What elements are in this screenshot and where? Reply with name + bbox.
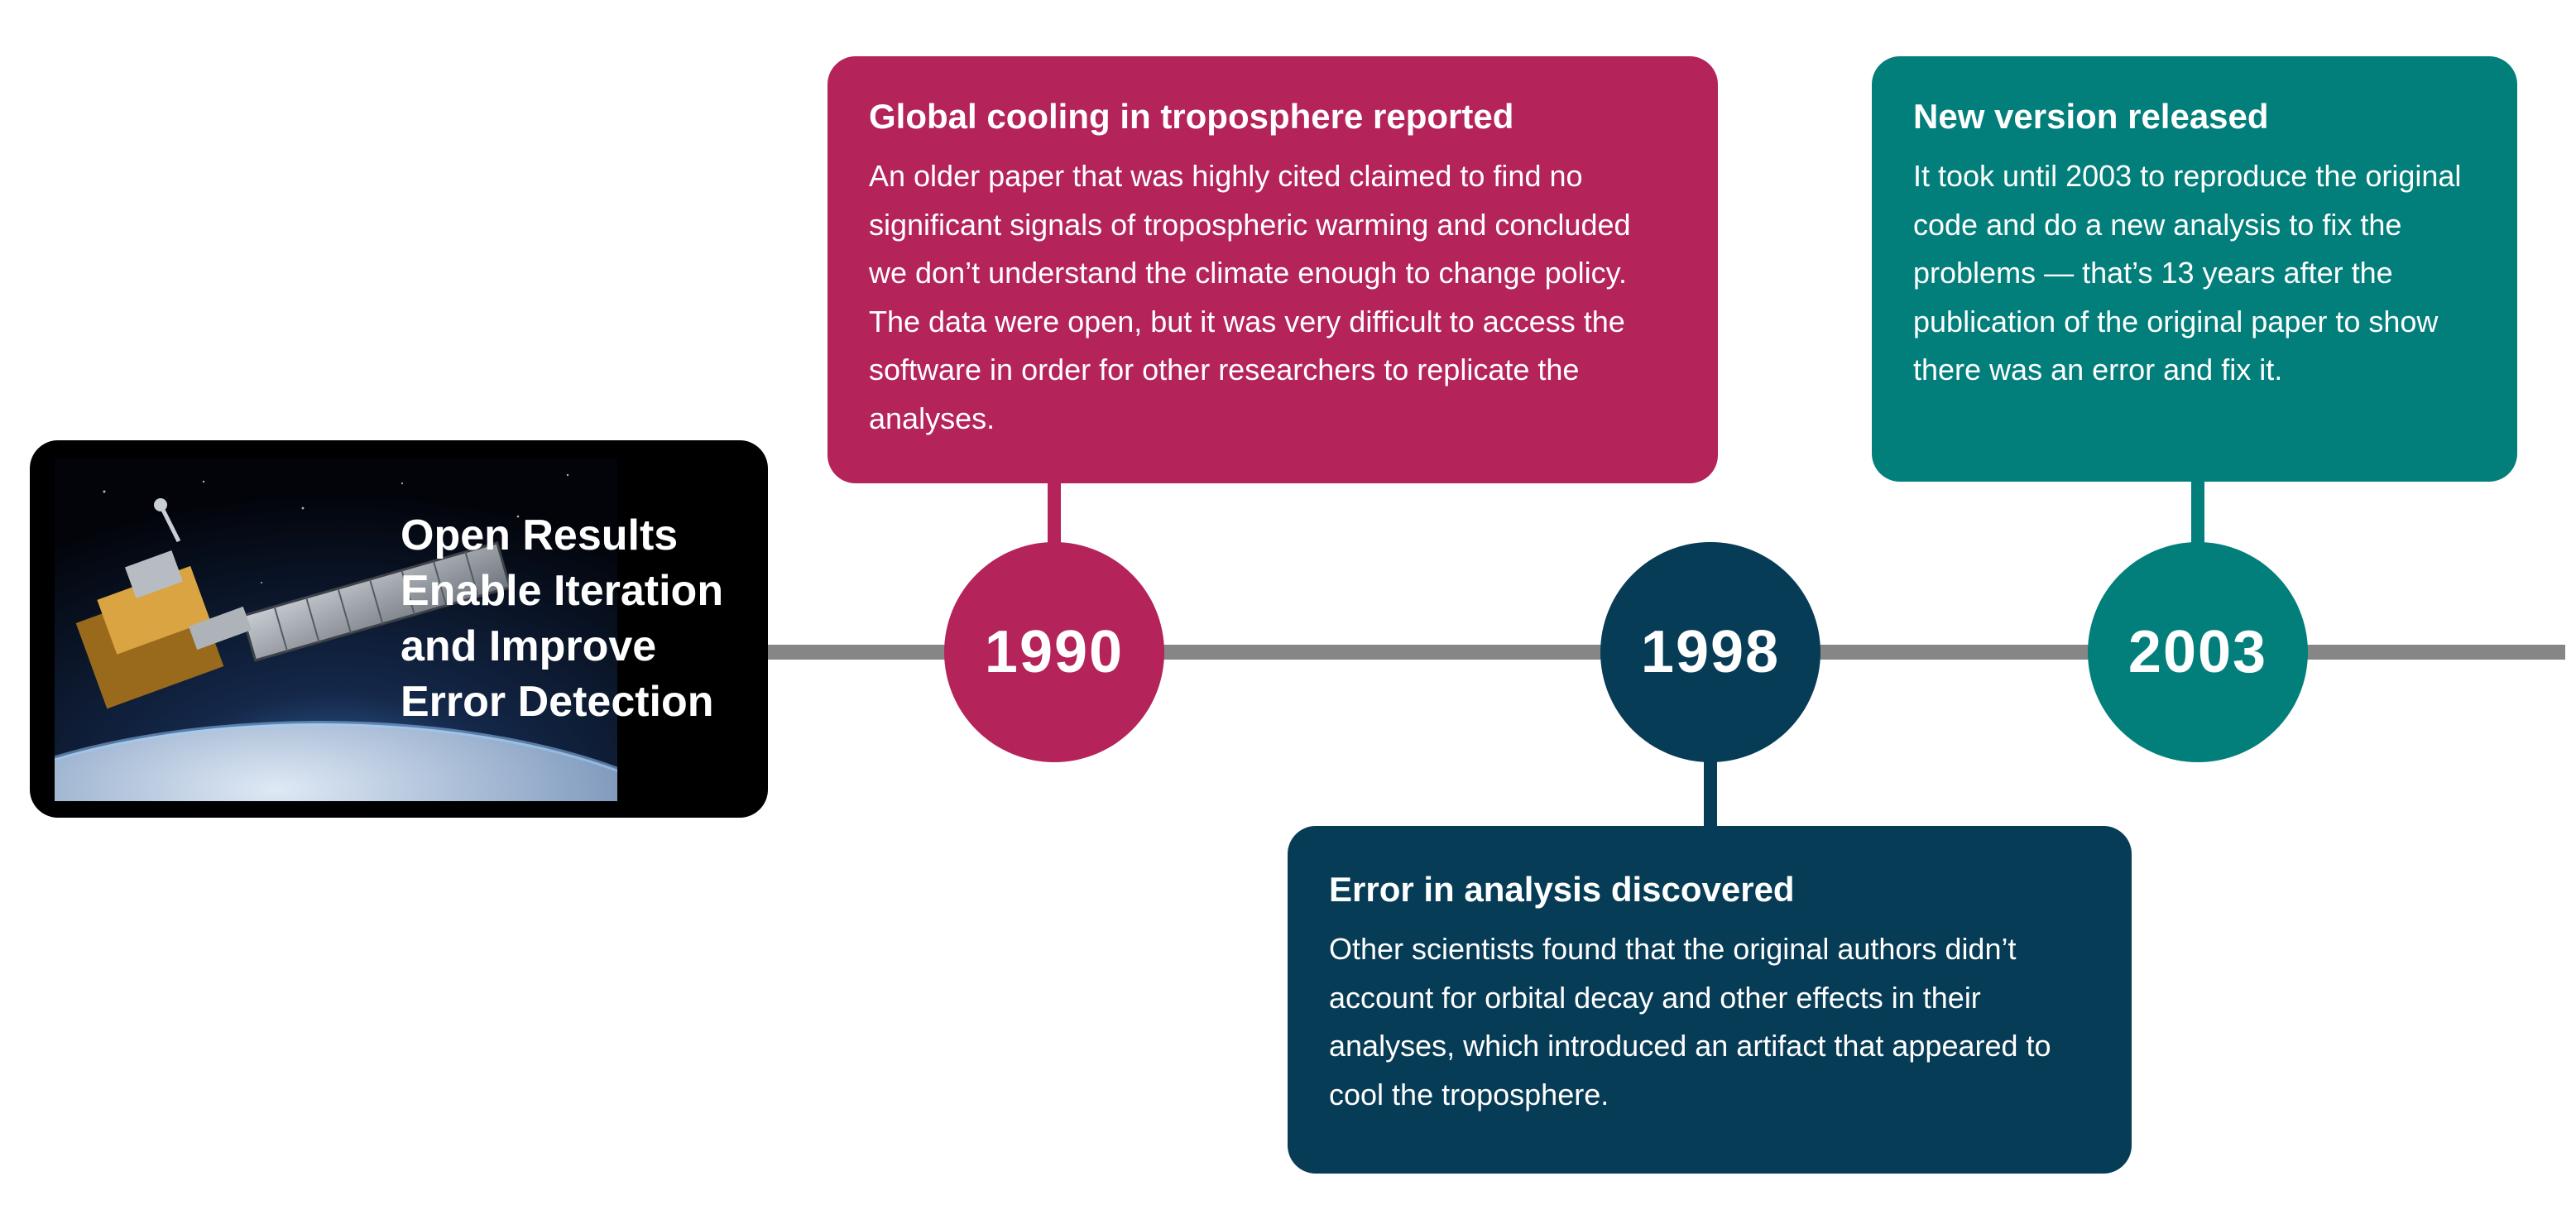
year-label: 1998 bbox=[1640, 619, 1781, 685]
event-connector bbox=[1048, 483, 1061, 550]
event-connector bbox=[2191, 482, 2204, 550]
title-card: Open Results Enable Iteration and Improv… bbox=[30, 440, 768, 818]
year-marker-1998: 1998 bbox=[1600, 542, 1820, 762]
event-heading: Error in analysis discovered bbox=[1329, 870, 1795, 909]
year-label: 1990 bbox=[984, 619, 1125, 685]
event-connector bbox=[1704, 756, 1717, 828]
event-description: An older paper that was highly cited cla… bbox=[869, 159, 1631, 435]
title-line: Enable Iteration bbox=[401, 567, 724, 615]
title-line: and Improve bbox=[401, 622, 657, 670]
title-line: Error Detection bbox=[401, 678, 714, 726]
year-marker-1990: 1990 bbox=[944, 542, 1164, 762]
event-card-2003: New version released It took until 2003 … bbox=[1872, 56, 2517, 482]
satellite-image bbox=[55, 458, 617, 801]
title-heading: Open Results Enable Iteration and Improv… bbox=[401, 508, 765, 730]
title-line: Open Results bbox=[401, 511, 679, 559]
event-description: It took until 2003 to reproduce the orig… bbox=[1913, 159, 2462, 386]
event-card-1998: Error in analysis discovered Other scien… bbox=[1288, 826, 2132, 1174]
year-label: 2003 bbox=[2127, 619, 2268, 685]
event-heading: Global cooling in troposphere reported bbox=[869, 97, 1514, 136]
event-card-1990: Global cooling in troposphere reported A… bbox=[827, 56, 1718, 483]
event-heading: New version released bbox=[1913, 97, 2269, 136]
event-description: Other scientists found that the original… bbox=[1329, 932, 2051, 1111]
year-marker-2003: 2003 bbox=[2088, 542, 2308, 762]
